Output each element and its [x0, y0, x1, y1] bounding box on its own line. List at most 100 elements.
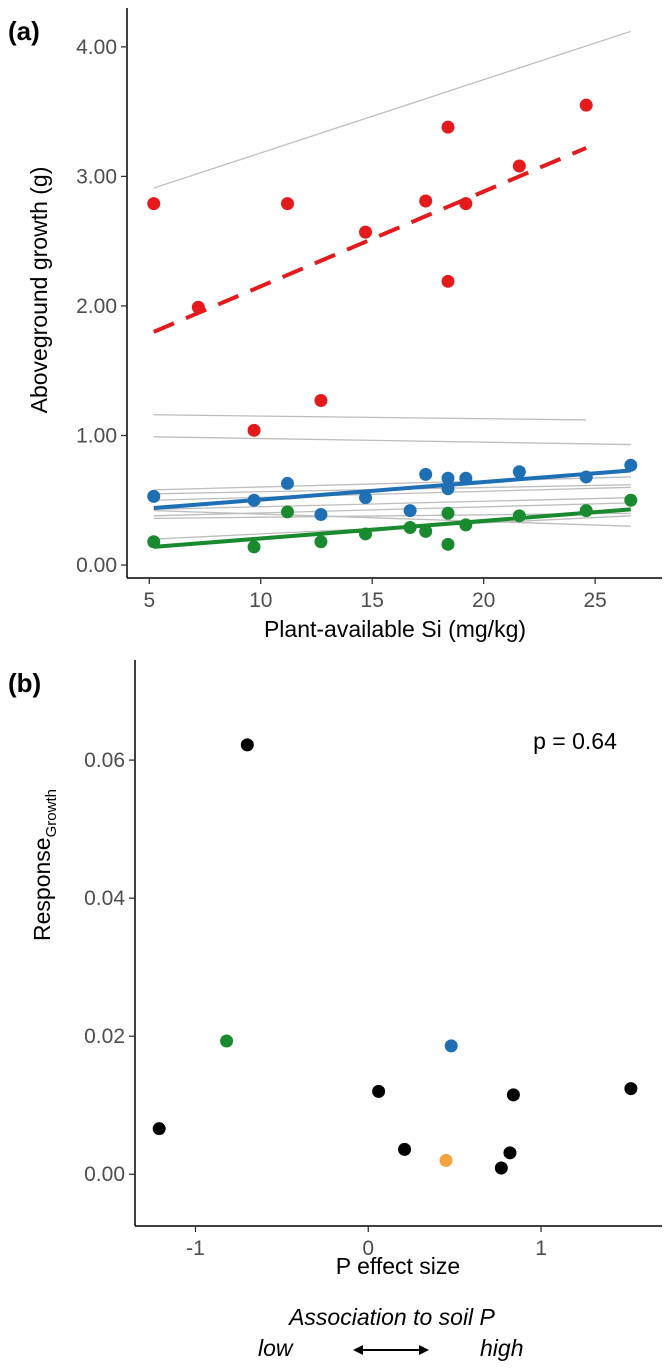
chart-a-y-tick-label: 4.00	[76, 36, 117, 59]
chart-a-point-1-2	[281, 476, 294, 490]
panel-b-label: (b)	[8, 668, 41, 698]
chart-a-point-1-4	[359, 491, 373, 505]
chart-a-point-1-10	[512, 465, 526, 479]
chart-a-x-ticks: 5 10 15 20 25	[143, 578, 607, 612]
chart-a-point-0-5	[359, 225, 373, 239]
chart-a-x-axis-title: Plant-available Si (mg/kg)	[264, 616, 526, 642]
chart-a-point-2-3	[314, 535, 328, 549]
chart-a-point-1-6	[419, 467, 433, 481]
chart-a-point-1-9	[459, 471, 473, 485]
chart-b-y-tick-label: 0.06	[84, 749, 125, 772]
chart-a-point-2-12	[624, 493, 638, 507]
association-low-label: low	[258, 1335, 294, 1361]
chart-a-point-2-6	[419, 524, 433, 538]
chart-a-grey-line-2	[153, 436, 631, 446]
chart-a-x-tick-label: 15	[361, 589, 384, 612]
association-title: Association to soil P	[287, 1304, 495, 1330]
chart-a-y-axis-title: Aboveground growth (g)	[26, 167, 52, 414]
chart-a-point-0-6	[419, 194, 433, 208]
chart-a-point-0-8	[441, 274, 455, 288]
chart-a-trend-line-1	[153, 468, 631, 511]
chart-b-point-1	[240, 738, 254, 752]
chart-a-point-2-10	[512, 509, 526, 523]
chart-b-y-tick-label: 0.04	[84, 887, 125, 910]
chart-a-y-tick-label: 2.00	[76, 295, 117, 318]
chart-b-point-2	[220, 1034, 234, 1048]
chart-a-point-0-0	[147, 197, 161, 211]
chart-a-point-2-9	[459, 518, 473, 532]
chart-b-points	[152, 738, 638, 1175]
chart-b-point-8	[503, 1146, 517, 1160]
chart-a-point-2-11	[579, 504, 593, 518]
chart-a-trend-line-2	[153, 507, 631, 549]
chart-a-grey-line-1	[153, 414, 587, 421]
chart-a-point-2-4	[359, 527, 373, 541]
chart-a-point-1-11	[579, 470, 593, 484]
chart-a-point-0-10	[512, 159, 526, 173]
chart-a-point-2-5	[403, 520, 417, 534]
chart-a-y-tick-label: 1.00	[76, 425, 117, 448]
chart-a-point-1-3	[314, 508, 328, 522]
chart-a-point-0-11	[579, 98, 593, 112]
chart-b-point-4	[398, 1142, 412, 1156]
chart-a-point-0-2	[247, 423, 261, 437]
chart-b-y-ticks: 0.00 0.02 0.04 0.06	[84, 749, 135, 1186]
chart-b: -1 0 1 0.00 0.02 0.04 0.06 p = 0.64 P effect …	[29, 660, 662, 1279]
chart-a-point-0-4	[314, 394, 328, 408]
chart-a-point-2-0	[147, 535, 161, 549]
chart-a-y-tick-label: 3.00	[76, 165, 117, 188]
chart-a: 5 10 15 20 25 0.00 1.00 2.00 3.00 4.00 Plant-ava…	[26, 8, 662, 642]
chart-b-y-tick-label: 0.00	[84, 1163, 125, 1186]
chart-a-point-2-8	[441, 537, 455, 551]
chart-a-y-tick-label: 0.00	[76, 554, 117, 577]
chart-a-point-1-8	[441, 482, 455, 496]
chart-a-trend-lines	[152, 146, 631, 549]
chart-b-p-value: p = 0.64	[533, 728, 617, 754]
chart-a-points	[147, 98, 638, 554]
chart-b-x-tick-label: -1	[186, 1237, 205, 1260]
chart-a-point-1-5	[403, 504, 417, 518]
chart-a-point-1-0	[147, 489, 161, 503]
chart-b-y-tick-label: 0.02	[84, 1025, 125, 1048]
chart-b-y-axis-title: ResponseGrowth	[29, 789, 60, 941]
chart-a-x-tick-label: 20	[472, 589, 495, 612]
chart-b-x-tick-label: 1	[535, 1237, 547, 1260]
chart-a-grey-line-10	[153, 509, 631, 527]
chart-b-point-10	[624, 1082, 638, 1096]
chart-b-point-7	[494, 1161, 508, 1175]
chart-a-axes	[126, 8, 662, 579]
chart-a-y-ticks: 0.00 1.00 2.00 3.00 4.00	[76, 36, 127, 577]
chart-a-point-2-2	[281, 505, 294, 519]
chart-b-x-tick-label: 0	[362, 1237, 374, 1260]
panel-a-label: (a)	[8, 16, 40, 46]
chart-b-y-axis-title-main: Response	[29, 837, 55, 941]
chart-b-point-0	[152, 1122, 166, 1136]
chart-b-point-5	[439, 1153, 453, 1167]
chart-a-point-0-9	[459, 197, 473, 211]
chart-a-point-0-7	[441, 120, 455, 134]
chart-a-grey-line-3	[153, 476, 631, 491]
chart-a-point-1-12	[624, 458, 638, 472]
chart-a-x-tick-label: 10	[249, 589, 272, 612]
chart-a-point-2-1	[247, 540, 261, 554]
chart-a-point-1-7	[441, 471, 455, 485]
chart-a-point-2-7	[441, 506, 455, 520]
chart-a-grey-lines	[153, 30, 631, 540]
chart-a-grey-line-0	[153, 30, 631, 189]
chart-a-trend-line-0	[152, 146, 587, 334]
chart-b-x-ticks: -1 0 1	[186, 1226, 547, 1260]
chart-a-x-tick-label: 5	[143, 589, 155, 612]
chart-a-point-0-3	[281, 197, 294, 211]
chart-b-point-3	[372, 1084, 386, 1098]
chart-a-x-tick-label: 25	[583, 589, 606, 612]
chart-b-axes	[134, 660, 662, 1227]
chart-b-point-9	[506, 1088, 520, 1102]
chart-b-x-axis-title: P effect size	[336, 1253, 460, 1279]
association-annotation: Association to soil P low high	[258, 1304, 523, 1361]
chart-a-grey-line-6	[153, 497, 631, 510]
chart-a-grey-line-5	[153, 486, 631, 501]
chart-a-point-1-1	[247, 493, 261, 507]
chart-b-y-axis-title-subscript: Growth	[43, 789, 60, 837]
chart-a-point-0-1	[191, 300, 205, 314]
